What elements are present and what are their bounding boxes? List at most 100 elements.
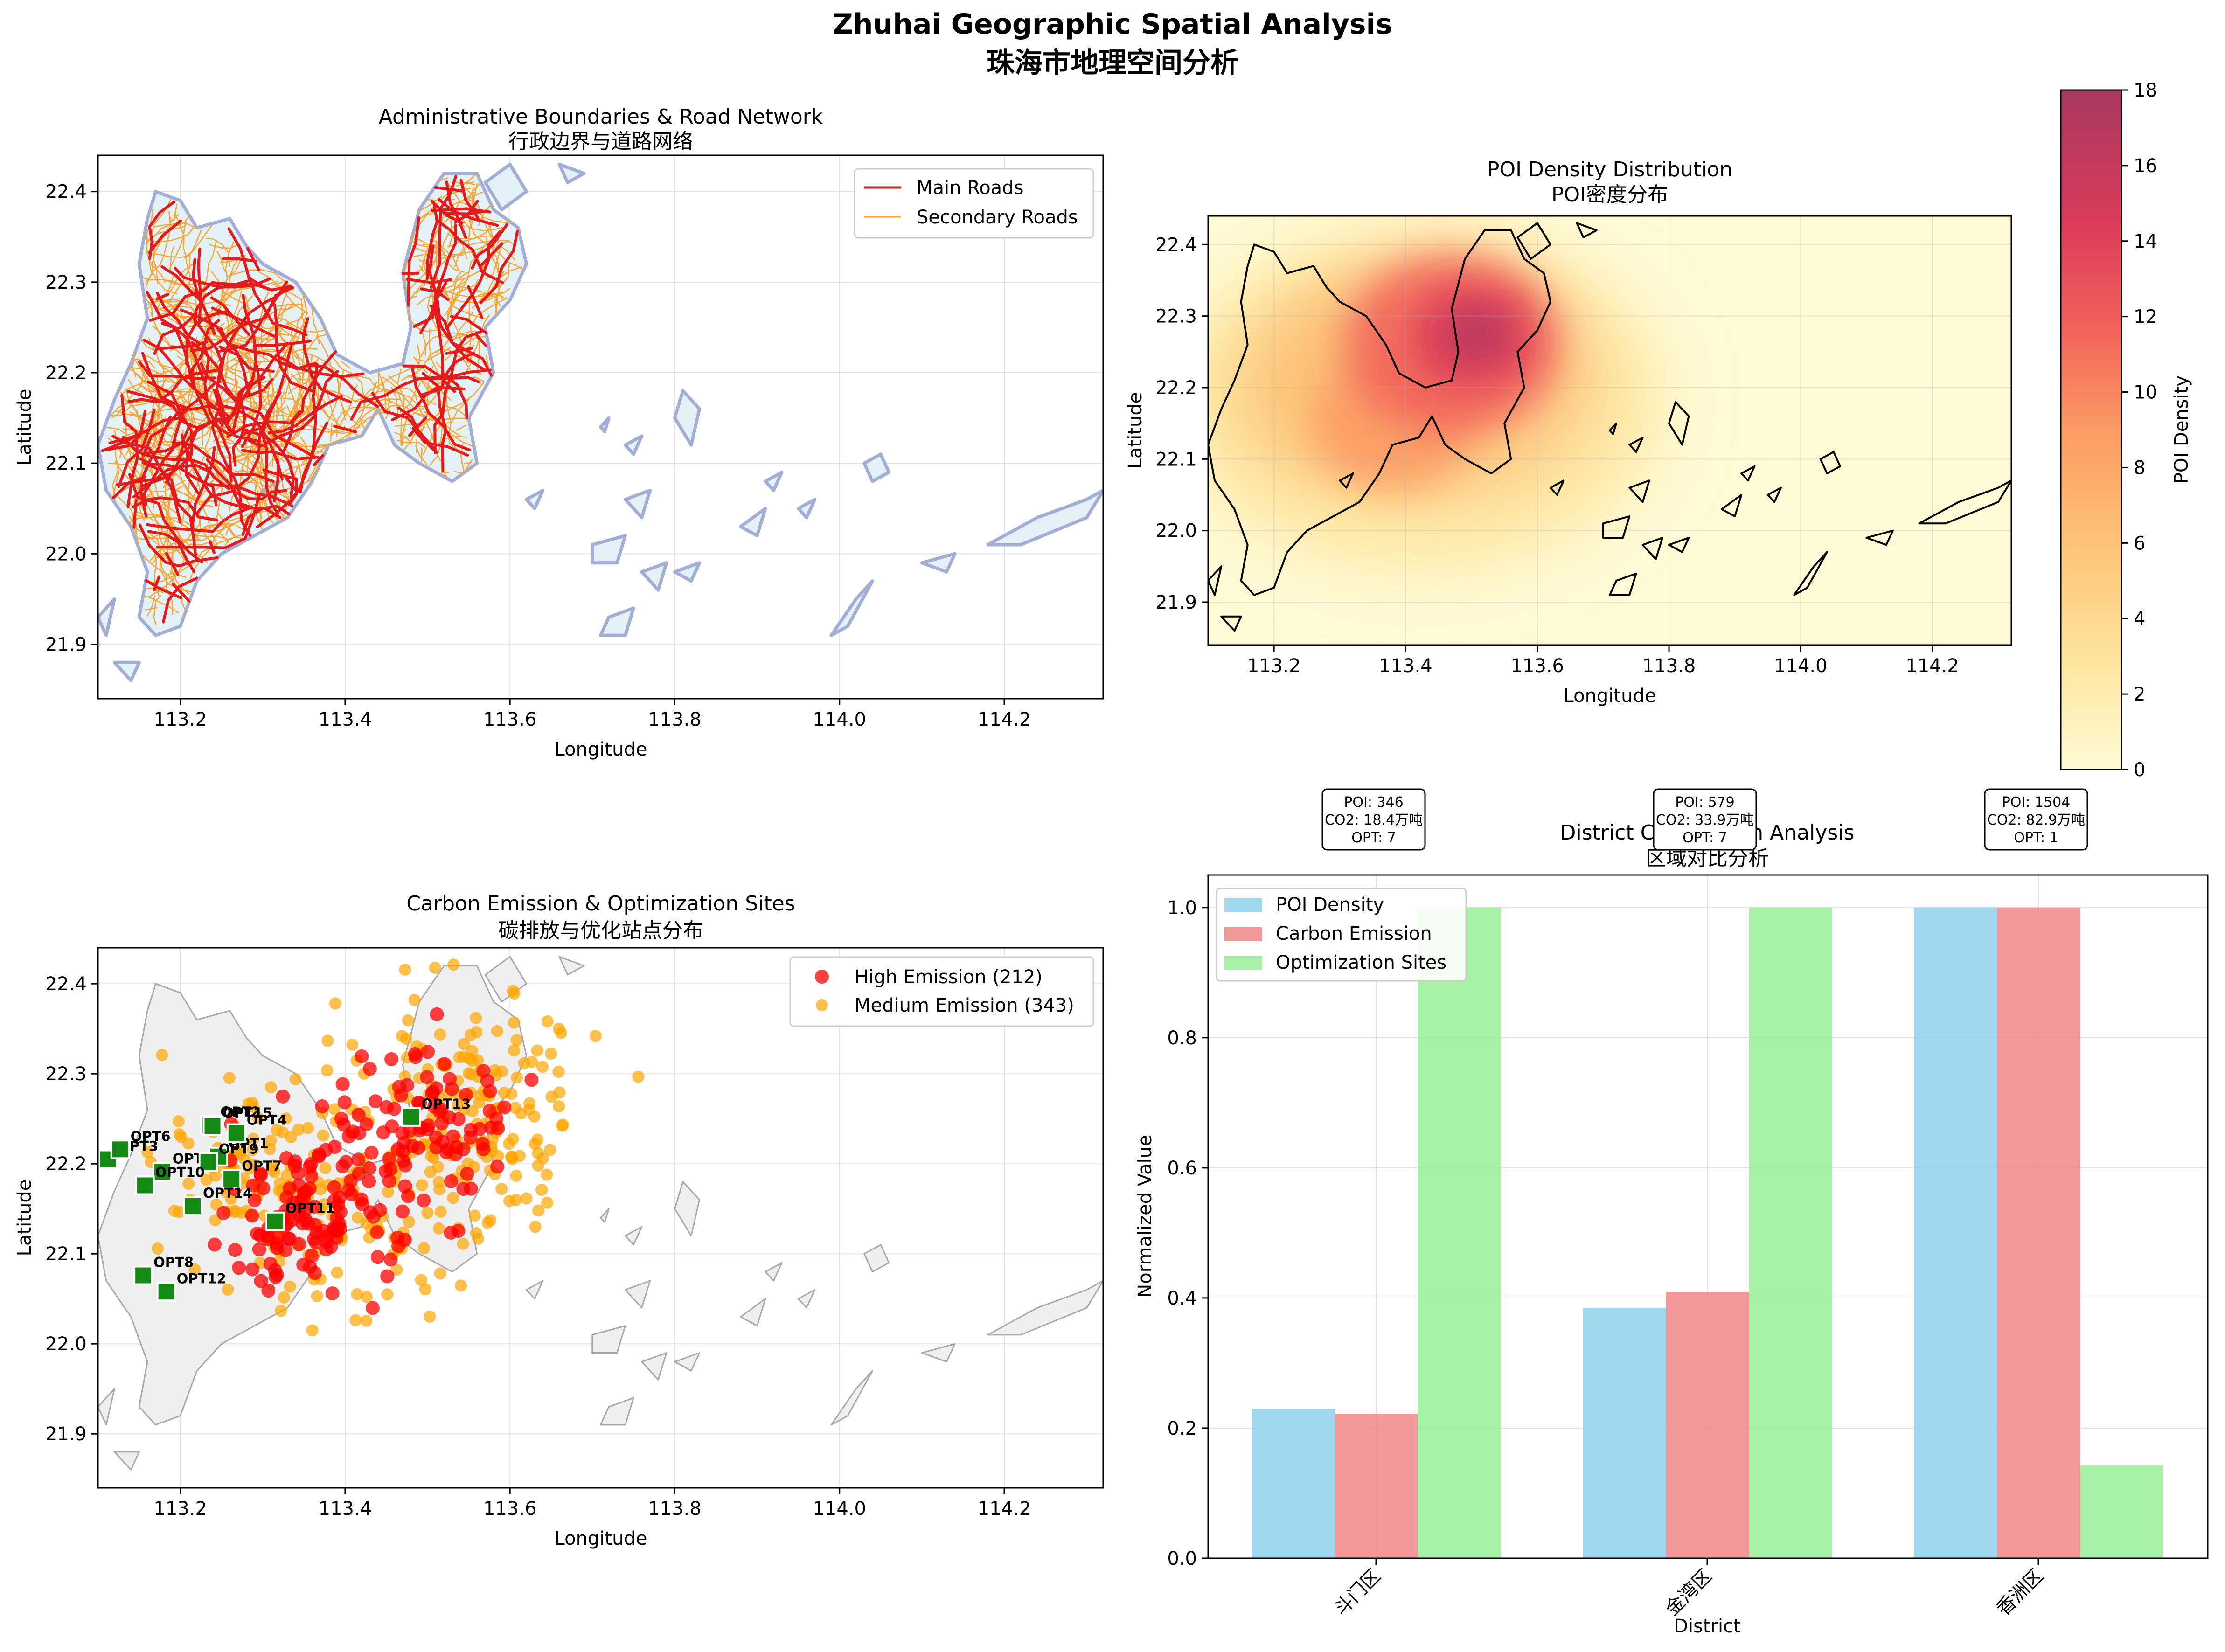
main-road [153,313,196,355]
optimization-site-marker [183,1196,203,1216]
medium-emission-point [328,1103,341,1116]
medium-emission-point [319,1162,332,1174]
medium-emission-point [528,1110,541,1123]
main-road [195,391,282,515]
secondary-road [217,512,235,537]
island-boundary [526,1280,544,1300]
density-panel-ticks: 113.2 113.4 113.6 113.8 114.0 114.2 21.9 22.0 22… [1155,234,1959,677]
colorbar: 0 2 4 6 8 10 12 14 16 18 POI Density [2060,80,2192,781]
high-emission-point [411,1141,425,1155]
main-road [429,304,493,377]
optimization-site-marker [133,1265,153,1285]
medium-emission-point [434,1028,446,1041]
medium-emission-point [346,1038,359,1051]
secondary-road [146,207,154,272]
high-emission-point [365,1301,380,1315]
secondary-road [441,221,466,273]
secondary-road [361,421,365,430]
main-road [471,222,509,270]
medium-emission-point [447,1192,459,1204]
high-emission-point [291,1166,305,1180]
secondary-road [456,173,477,187]
main-road [142,382,216,506]
high-emission-point [460,1166,474,1181]
high-emission-point [383,1252,398,1267]
medium-emission-point [545,1048,557,1060]
suptitle-cn: 珠海市地理空间分析 [987,47,1238,79]
main-road [139,458,218,507]
high-emission-point [352,1166,366,1181]
island-boundary [863,1244,890,1273]
colorbar-tick-label: 8 [2134,457,2145,479]
high-emission-point [253,1166,268,1181]
main-road [453,200,479,224]
high-emission-point [524,1073,539,1087]
medium-emission-point [484,1214,497,1227]
medium-emission-point [463,1052,476,1065]
secondary-road [423,212,459,275]
medium-emission-point [589,1030,602,1042]
medium-emission-point [529,1221,542,1233]
main-road [144,423,192,455]
high-emission-point [398,1158,412,1173]
secondary-road [471,297,508,326]
high-emission-point [329,1231,344,1245]
main-road [256,422,328,528]
secondary-road [396,386,437,405]
colorbar-tick-label: 14 [2134,231,2157,252]
island-boundary [740,1298,766,1327]
high-emission-point [473,1122,487,1136]
high-emission-point [270,1241,285,1255]
secondary-road [402,395,437,446]
secondary-road [418,382,485,429]
secondary-road [466,314,490,364]
island-boundary [1740,465,1756,482]
emission-panel-xlabel: Longitude [555,1528,647,1549]
carbon-emission-swatch [1224,927,1262,941]
main-road [226,410,301,438]
medium-emission-point [156,1048,168,1061]
secondary-road [189,534,243,540]
medium-emission-point [292,1124,305,1136]
road-legend-box [854,168,1094,239]
island-boundary [674,1352,700,1372]
colorbar-gradient [2060,89,2122,770]
secondary-road [153,590,164,593]
x-tick-label: 113.6 [483,1498,537,1520]
colorbar-tick-label: 16 [2134,155,2157,177]
high-emission-point [480,1074,494,1088]
medium-emission-point [284,1280,296,1293]
emission-panel-ylabel: Latitude [14,1180,35,1256]
colorbar-tick-label: 6 [2134,533,2145,554]
medium-emission-point [229,1204,241,1217]
island-boundary [1550,479,1565,496]
emission-panel-ticks: 113.2 113.4 113.6 113.8 114.0 114.2 21.9 22.0 22… [45,973,1031,1520]
medium-emission-point [531,1044,543,1057]
main-road [407,216,420,307]
bar-ylabel: Normalized Value [1134,1135,1156,1298]
optimization-site-marker [152,1162,172,1182]
high-emission-point [247,1193,262,1208]
high-emission-point [254,1274,268,1288]
secondary-road [455,424,467,431]
island-boundary [98,1388,115,1426]
high-emission-point [463,1130,478,1145]
main-road [402,271,420,275]
high-emission-point [216,1206,231,1220]
high-emission-point [315,1099,329,1113]
medium-emission-point [182,1178,195,1190]
island-boundary [764,471,784,492]
main-road [305,363,379,408]
secondary-road [146,263,195,311]
main-road [200,362,240,405]
legend-high-emission: High Emission (212) [855,966,1043,988]
secondary-road [354,389,388,402]
optimization-site-label: OPT7 [242,1158,282,1174]
secondary-road [430,244,438,314]
density-panel-grid [1208,216,2011,645]
island-boundary [986,488,1103,547]
medium-emission-point [553,1100,565,1113]
secondary-road [452,181,475,185]
medium-emission-swatch [816,999,828,1011]
medium-emission-point [279,1112,292,1125]
